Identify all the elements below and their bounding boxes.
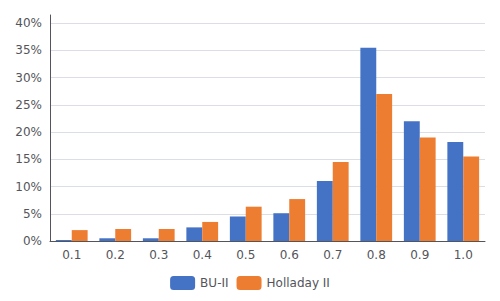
svg-text:0.4: 0.4 [193, 248, 212, 262]
svg-text:BU-II: BU-II [200, 276, 228, 290]
svg-text:0.6: 0.6 [280, 248, 299, 262]
svg-text:Holladay II: Holladay II [267, 276, 330, 290]
svg-text:1.0: 1.0 [454, 248, 473, 262]
svg-text:0.5: 0.5 [236, 248, 255, 262]
svg-text:0.7: 0.7 [323, 248, 342, 262]
svg-text:0.1: 0.1 [62, 248, 81, 262]
svg-text:0.3: 0.3 [149, 248, 168, 262]
svg-text:25%: 25% [15, 98, 42, 112]
svg-text:10%: 10% [15, 180, 42, 194]
svg-text:40%: 40% [15, 16, 42, 30]
svg-text:20%: 20% [15, 125, 42, 139]
svg-text:15%: 15% [15, 152, 42, 166]
svg-text:0.9: 0.9 [410, 248, 429, 262]
svg-text:5%: 5% [23, 207, 42, 221]
svg-text:35%: 35% [15, 43, 42, 57]
svg-text:0.2: 0.2 [106, 248, 125, 262]
svg-text:0.8: 0.8 [367, 248, 386, 262]
svg-text:30%: 30% [15, 71, 42, 85]
svg-text:0%: 0% [23, 234, 42, 248]
